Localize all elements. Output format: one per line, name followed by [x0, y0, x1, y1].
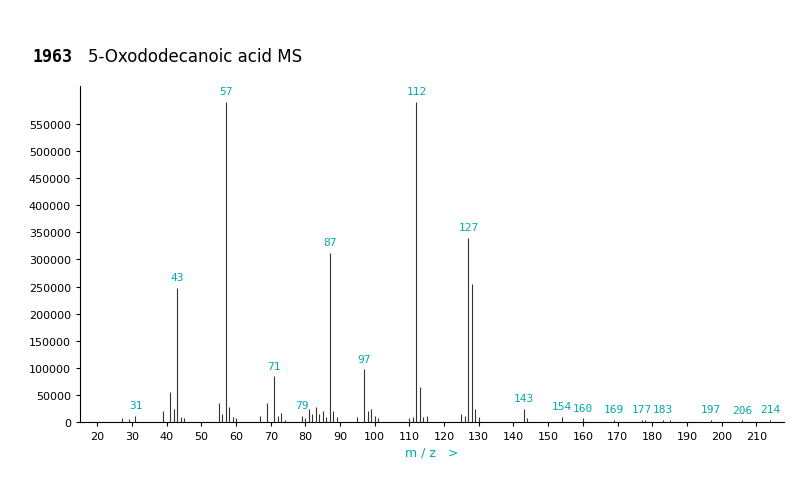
Text: 57: 57	[219, 87, 233, 97]
Text: 31: 31	[129, 400, 142, 410]
Text: 177: 177	[632, 404, 652, 414]
Text: 154: 154	[552, 402, 572, 411]
Text: 143: 143	[514, 394, 534, 403]
Text: 79: 79	[295, 400, 309, 410]
Text: 127: 127	[458, 223, 478, 233]
X-axis label: m / z   >: m / z >	[406, 445, 458, 458]
Text: 169: 169	[604, 404, 624, 414]
Text: 206: 206	[732, 405, 753, 415]
Text: 214: 214	[760, 404, 780, 414]
Text: 1963: 1963	[32, 48, 72, 66]
Text: 43: 43	[170, 273, 184, 283]
Text: 112: 112	[406, 87, 426, 97]
Text: 183: 183	[653, 404, 673, 414]
Text: 71: 71	[267, 361, 281, 371]
Text: 97: 97	[358, 354, 371, 364]
Text: 160: 160	[573, 403, 593, 413]
Text: 5-Oxododecanoic acid MS: 5-Oxododecanoic acid MS	[88, 48, 302, 66]
Text: 197: 197	[701, 404, 722, 414]
Text: 87: 87	[323, 238, 337, 248]
